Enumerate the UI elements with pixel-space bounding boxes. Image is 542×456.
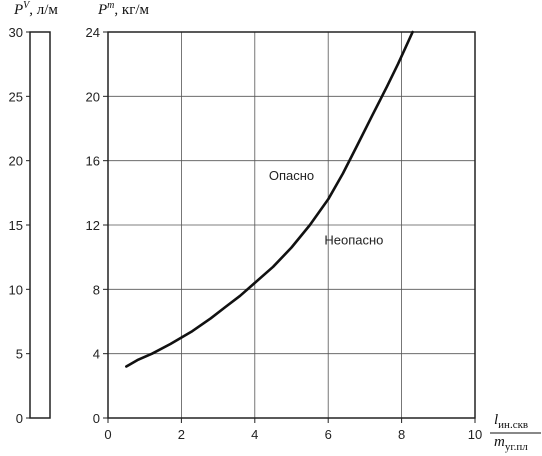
- x-tick-label: 0: [104, 427, 111, 442]
- left-axis-label: PV, л/м: [13, 0, 58, 18]
- series-line: [125, 30, 414, 368]
- x-tick-label: 6: [325, 427, 332, 442]
- x-axis-label-numerator: lин.скв: [494, 412, 528, 431]
- right-y-tick-label: 8: [93, 282, 100, 297]
- x-axis-label-denominator: mуг.пл: [494, 434, 528, 453]
- zone-label: Неопасно: [324, 232, 383, 247]
- right-axis-label: Pm, кг/м: [97, 0, 150, 18]
- left-y-tick-label: 0: [16, 411, 23, 426]
- left-y-tick-label: 10: [9, 282, 23, 297]
- left-axis-frame: [29, 31, 51, 419]
- right-y-tick-label: 4: [93, 347, 100, 362]
- left-y-tick-label: 30: [9, 25, 23, 40]
- right-y-tick-label: 16: [86, 154, 100, 169]
- right-y-tick-label: 12: [86, 218, 100, 233]
- left-y-tick-label: 15: [9, 218, 23, 233]
- zone-label: Опасно: [269, 168, 314, 183]
- right-y-tick-label: 20: [86, 89, 100, 104]
- left-y-tick-label: 25: [9, 89, 23, 104]
- left-y-tick-label: 20: [9, 154, 23, 169]
- left-y-tick-label: 5: [16, 347, 23, 362]
- x-tick-label: 8: [398, 427, 405, 442]
- x-tick-label: 4: [251, 427, 258, 442]
- x-tick-label: 2: [178, 427, 185, 442]
- right-y-tick-label: 24: [86, 25, 100, 40]
- x-tick-label: 10: [468, 427, 482, 442]
- right-y-tick-label: 0: [93, 411, 100, 426]
